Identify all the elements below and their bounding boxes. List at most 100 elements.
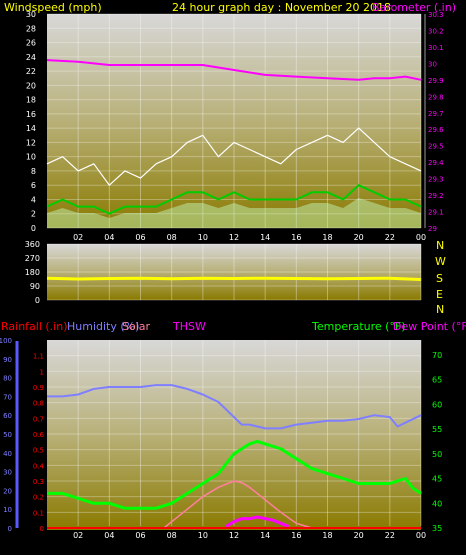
wind-y-tick-label: 12 xyxy=(26,138,36,147)
temperature-x-tick-label: 22 xyxy=(385,531,395,540)
chart-title: 24 hour graph day : November 20 2018 xyxy=(172,1,391,14)
temperature-panel-bg xyxy=(47,340,421,530)
direction-panel-bg xyxy=(47,244,421,300)
temperature-y-tick-label: 40 xyxy=(432,499,442,508)
temperature-x-tick-label: 20 xyxy=(354,531,364,540)
compass-n-bottom: N xyxy=(436,303,444,316)
rain-y-tick-label: 1.1 xyxy=(33,353,44,361)
direction-y-tick-label: 180 xyxy=(25,268,40,277)
barometer-y-tick-label: 30.3 xyxy=(428,11,444,19)
humidity-y-tick-label: 30 xyxy=(3,469,12,477)
wind-x-tick-label: 18 xyxy=(322,233,332,242)
barometer-series-line xyxy=(46,59,422,81)
barometer-y-tick-label: 29 xyxy=(428,225,437,233)
wind-y-tick-label: 18 xyxy=(26,96,36,105)
rain-y-tick-label: 0.3 xyxy=(33,478,44,486)
temperature-y-tick-label: 70 xyxy=(432,351,442,360)
wind-x-tick-label: 12 xyxy=(229,233,239,242)
rain-y-tick-label: 0.1 xyxy=(33,509,44,517)
temperature-y-tick-label: 55 xyxy=(432,425,442,434)
temperature-x-tick-label: 16 xyxy=(291,531,301,540)
wind-y-tick-label: 2 xyxy=(31,210,36,219)
wind-y-tick-label: 28 xyxy=(26,24,36,33)
legend-humidity: Humidity (%) xyxy=(67,320,139,333)
humidity-y-tick-label: 70 xyxy=(3,393,12,401)
wind-y-tick-label: 6 xyxy=(31,181,36,190)
temperature-y-tick-label: 45 xyxy=(432,475,442,484)
wind-y-tick-label: 4 xyxy=(31,195,36,204)
humidity-y-tick-label: 90 xyxy=(3,356,12,364)
direction-y-tick-label: 0 xyxy=(35,296,40,305)
temperature-x-tick-label: 14 xyxy=(260,531,270,540)
humidity-y-tick-label: 0 xyxy=(8,525,12,533)
wind-y-tick-label: 0 xyxy=(31,224,36,233)
temperature-x-tick-label: 04 xyxy=(104,531,114,540)
wind-x-tick-label: 16 xyxy=(291,233,301,242)
wind-y-tick-label: 24 xyxy=(26,53,36,62)
legend-rainfall: Rainfall (.in) xyxy=(1,320,68,333)
rain-y-tick-label: 0.9 xyxy=(33,384,44,392)
compass-n-top: N xyxy=(436,239,444,252)
barometer-y-tick-label: 30.2 xyxy=(428,27,444,35)
wind-x-tick-label: 14 xyxy=(260,233,270,242)
wind-x-tick-label: 08 xyxy=(167,233,177,242)
legend-thsw: THSW xyxy=(172,320,206,333)
direction-y-tick-label: 90 xyxy=(30,282,40,291)
temperature-series-line xyxy=(47,439,422,510)
legend-temperature: Temperature (°F) xyxy=(311,320,406,333)
temperature-x-tick-label: 08 xyxy=(167,531,177,540)
temperature-y-tick-label: 35 xyxy=(432,524,442,533)
wind-x-tick-label: 22 xyxy=(385,233,395,242)
barometer-y-tick-label: 29.2 xyxy=(428,192,444,200)
wind-y-tick-label: 8 xyxy=(31,167,36,176)
wind-x-tick-label: 20 xyxy=(354,233,364,242)
temperature-y-tick-label: 65 xyxy=(432,376,442,385)
wind-x-tick-label: 10 xyxy=(198,233,208,242)
direction-y-tick-label: 270 xyxy=(25,254,40,263)
wind-x-tick-label: 02 xyxy=(73,233,83,242)
temperature-y-tick-label: 60 xyxy=(432,400,442,409)
rain-y-tick-label: 0.4 xyxy=(33,462,45,470)
wind-y-tick-label: 30 xyxy=(26,10,36,19)
rain-y-tick-label: 0.7 xyxy=(33,415,44,423)
temperature-x-tick-label: 00 xyxy=(416,531,426,540)
wind-y-tick-label: 22 xyxy=(26,67,36,76)
barometer-y-tick-label: 29.8 xyxy=(428,93,444,101)
wind-y-tick-label: 10 xyxy=(26,153,36,162)
humidity-y-tick-label: 10 xyxy=(3,506,12,514)
barometer-y-tick-label: 29.5 xyxy=(428,143,444,151)
barometer-y-tick-label: 29.4 xyxy=(428,159,444,167)
temperature-x-tick-label: 02 xyxy=(73,531,83,540)
rain-y-tick-label: 1 xyxy=(40,368,44,376)
temperature-x-tick-label: 12 xyxy=(229,531,239,540)
rain-y-tick-label: 0.2 xyxy=(33,494,44,502)
wind-x-tick-label: 06 xyxy=(135,233,145,242)
compass-w: W xyxy=(435,255,446,268)
temperature-y-tick-label: 50 xyxy=(432,450,442,459)
barometer-y-tick-label: 30 xyxy=(428,60,437,68)
humidity-y-tick-label: 40 xyxy=(3,450,12,458)
barometer-y-tick-label: 30.1 xyxy=(428,44,444,52)
wind-x-tick-label: 04 xyxy=(104,233,114,242)
temperature-x-tick-label: 18 xyxy=(322,531,332,540)
humidity-y-tick-label: 50 xyxy=(3,431,12,439)
humidity-y-tick-label: 60 xyxy=(3,412,12,420)
wind-x-tick-label: 00 xyxy=(416,233,426,242)
compass-e: E xyxy=(436,288,443,301)
windspeed-axis-title: Windspeed (mph) xyxy=(4,1,102,14)
wind-direction-series-line xyxy=(46,276,422,281)
rain-y-tick-label: 0.6 xyxy=(33,431,45,439)
barometer-y-tick-label: 29.7 xyxy=(428,110,444,118)
legend-solar: Solar xyxy=(122,320,151,333)
gust-series-line xyxy=(46,127,422,186)
wind-y-tick-label: 16 xyxy=(26,110,36,119)
barometer-y-tick-label: 29.9 xyxy=(428,77,444,85)
humidity-y-tick-label: 80 xyxy=(3,375,12,383)
wind-y-tick-label: 26 xyxy=(26,39,36,48)
legend-dewpoint: Dew Point (°F) xyxy=(393,320,466,333)
rain-y-tick-label: 0.8 xyxy=(33,400,44,408)
barometer-y-tick-label: 29.6 xyxy=(428,126,444,134)
humidity-y-tick-label: 20 xyxy=(3,487,12,495)
barometer-axis-title: Barometer (.in) xyxy=(372,1,456,14)
